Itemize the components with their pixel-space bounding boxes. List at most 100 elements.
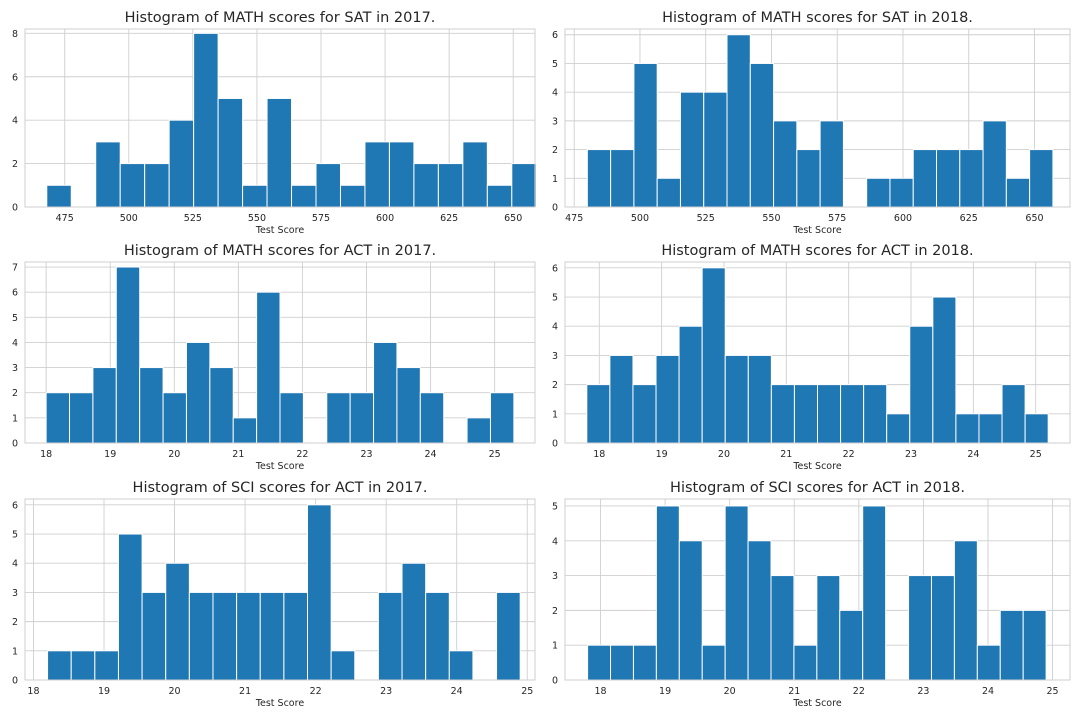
y-tick-label: 6 xyxy=(12,72,18,83)
x-tick-label: 21 xyxy=(788,686,800,697)
plot-frame xyxy=(24,261,536,444)
x-tick-label: 650 xyxy=(1025,213,1043,224)
y-tick-label: 1 xyxy=(12,413,18,424)
histogram-bar xyxy=(437,163,464,208)
histogram-bar xyxy=(586,149,612,208)
x-tick-label: 475 xyxy=(565,213,583,224)
histogram-bar xyxy=(936,149,961,208)
histogram-bar xyxy=(703,91,728,208)
x-tick-label: 18 xyxy=(27,686,39,697)
histogram-bar xyxy=(339,184,366,208)
histogram-bar xyxy=(486,184,513,208)
chart-panel-act-sci-2017: Histogram of SCI scores for ACT in 2017.… xyxy=(0,472,540,720)
histogram-bar xyxy=(773,120,798,208)
x-tick-label: 19 xyxy=(659,686,671,697)
y-tick-label: 3 xyxy=(12,363,18,374)
y-tick-label: 5 xyxy=(552,501,558,512)
histogram-bar xyxy=(863,384,888,444)
histogram-bar xyxy=(793,384,818,444)
histogram-bar xyxy=(496,591,521,681)
histogram-bar xyxy=(656,177,681,208)
histogram-bar xyxy=(256,291,281,444)
x-axis-label: Test Score xyxy=(255,225,304,236)
histogram-bar xyxy=(330,650,356,681)
x-tick-label: 525 xyxy=(184,213,202,224)
y-tick-label: 8 xyxy=(12,29,18,40)
histogram-bar xyxy=(279,392,304,444)
x-tick-label: 23 xyxy=(905,449,917,460)
y-tick-label: 5 xyxy=(552,293,558,304)
y-tick-label: 4 xyxy=(12,338,18,349)
histogram-bar xyxy=(193,32,219,208)
y-tick-label: 1 xyxy=(552,641,558,652)
histogram-bar xyxy=(701,644,726,681)
histogram-bar xyxy=(466,417,491,444)
histogram-bar xyxy=(655,505,680,681)
histogram-bar xyxy=(162,392,187,444)
histogram-bar xyxy=(953,540,978,681)
histogram-bar xyxy=(232,417,258,444)
x-tick-label: 22 xyxy=(296,449,308,460)
y-tick-label: 3 xyxy=(12,588,18,599)
chart-panel-sat-math-2017: Histogram of MATH scores for SAT in 2017… xyxy=(0,0,540,240)
chart-title: Histogram of SCI scores for ACT in 2017. xyxy=(133,480,428,496)
x-tick-label: 23 xyxy=(917,686,929,697)
x-tick-label: 575 xyxy=(312,213,330,224)
histogram-bar xyxy=(388,141,415,208)
x-axis-label: Test Score xyxy=(792,698,841,709)
histogram-bar xyxy=(632,644,657,681)
histogram-bar xyxy=(816,575,841,681)
x-tick-label: 600 xyxy=(376,213,394,224)
chart-title: Histogram of MATH scores for SAT in 2017… xyxy=(125,10,436,26)
histogram-bar xyxy=(115,266,141,444)
histogram-bar xyxy=(889,177,914,208)
x-tick-label: 625 xyxy=(960,213,978,224)
histogram-bar xyxy=(959,149,984,208)
x-tick-label: 525 xyxy=(697,213,715,224)
x-tick-label: 475 xyxy=(56,213,74,224)
histogram-bar xyxy=(839,609,864,681)
histogram-bar xyxy=(462,141,488,208)
histogram-bar xyxy=(908,575,932,681)
histogram-bar xyxy=(862,505,887,681)
x-tick-label: 600 xyxy=(894,213,912,224)
y-tick-label: 3 xyxy=(552,571,558,582)
histogram-bar xyxy=(266,97,293,208)
histogram-bar xyxy=(999,609,1024,681)
chart-svg: Histogram of MATH scores for ACT in 2018… xyxy=(552,243,1071,472)
x-tick-label: 20 xyxy=(168,449,180,460)
histogram-bar xyxy=(413,163,439,208)
histogram-bar xyxy=(119,163,146,208)
x-tick-label: 20 xyxy=(168,686,180,697)
histogram-bar xyxy=(291,184,317,208)
x-tick-label: 650 xyxy=(504,213,522,224)
histogram-bar xyxy=(912,149,938,208)
histogram-bar xyxy=(373,341,398,444)
histogram-bar xyxy=(139,367,164,444)
histogram-bar xyxy=(349,392,375,444)
chart-svg: Histogram of MATH scores for SAT in 2017… xyxy=(12,10,537,236)
histogram-bar xyxy=(46,184,72,208)
x-tick-label: 25 xyxy=(1030,449,1042,460)
x-tick-label: 575 xyxy=(828,213,846,224)
histogram-bar xyxy=(701,267,726,444)
histogram-bar xyxy=(679,91,705,208)
y-tick-label: 0 xyxy=(552,439,558,450)
histogram-bar xyxy=(188,591,214,681)
histogram-bar xyxy=(724,505,749,681)
histogram-bar xyxy=(315,163,341,208)
histogram-bar xyxy=(448,650,474,681)
x-tick-label: 23 xyxy=(380,686,392,697)
histogram-bar xyxy=(609,354,634,444)
x-tick-label: 21 xyxy=(780,449,792,460)
histogram-bar xyxy=(95,141,121,208)
histogram-bar xyxy=(425,591,450,681)
chart-svg: Histogram of MATH scores for SAT in 2018… xyxy=(552,10,1071,236)
y-tick-label: 2 xyxy=(552,380,558,391)
histogram-bar xyxy=(586,384,611,444)
histogram-bar xyxy=(70,650,96,681)
histogram-bar xyxy=(770,575,795,681)
x-tick-label: 24 xyxy=(967,449,979,460)
histogram-bar xyxy=(678,540,703,681)
histogram-bar xyxy=(747,540,772,681)
